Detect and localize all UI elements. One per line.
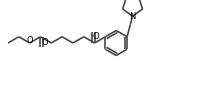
Text: N: N — [129, 12, 135, 21]
Text: O: O — [42, 38, 48, 47]
Text: O: O — [26, 36, 33, 45]
Text: O: O — [92, 32, 99, 41]
